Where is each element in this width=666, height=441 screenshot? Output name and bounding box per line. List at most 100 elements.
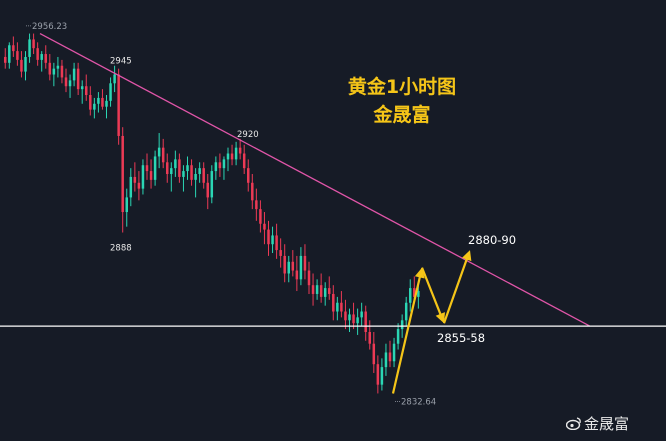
candle-body [129, 176, 133, 198]
weibo-icon [566, 417, 581, 430]
candle-body [28, 39, 31, 57]
candle-body [93, 103, 96, 110]
candle-body [226, 153, 230, 160]
candle-body [76, 68, 80, 90]
candle-body [218, 162, 222, 169]
candle-body [161, 147, 165, 163]
candle-body [16, 51, 19, 60]
price-label: 2832.64 [401, 397, 436, 407]
candle-body [202, 168, 205, 183]
projection-segment [442, 256, 469, 324]
watermark: 金晟富 [584, 415, 630, 433]
candle-body [121, 135, 124, 213]
chart-subtitle: 金晟富 [373, 104, 431, 126]
candle-body [222, 159, 226, 169]
candle-body [340, 302, 343, 312]
candle-body [263, 223, 266, 230]
candle-body [198, 168, 201, 174]
candle-body [400, 320, 404, 330]
candle-body [376, 364, 380, 385]
candle-body [275, 235, 278, 251]
candle-body [368, 332, 371, 344]
candle-body [52, 68, 56, 75]
candle-body [101, 97, 104, 107]
candle-body [287, 261, 290, 274]
price-label: 2855-58 [437, 331, 485, 345]
candle-body [40, 54, 43, 60]
candle-body [303, 255, 307, 271]
candle-body [291, 261, 295, 271]
candle-body [336, 302, 339, 312]
candle-body [271, 235, 274, 245]
candle-body [323, 288, 327, 297]
candle-body [85, 86, 88, 95]
price-label: 2920 [237, 130, 259, 140]
candle-body [80, 86, 84, 90]
candle-body [279, 250, 282, 256]
candle-body [210, 171, 214, 198]
candle-body [299, 255, 303, 280]
candle-body [20, 59, 23, 72]
candle-body [32, 39, 35, 49]
candle-body [372, 343, 376, 365]
projection-arrowhead [435, 312, 445, 324]
candle-body [145, 165, 149, 172]
candle-body [170, 168, 173, 174]
projection-segment [420, 267, 443, 318]
candle-body [24, 56, 27, 72]
candle-body [190, 165, 193, 180]
candle-body [360, 311, 363, 318]
candle-body [315, 285, 319, 294]
candle-body [307, 270, 311, 286]
candle-body [12, 45, 15, 52]
candle-body [153, 156, 157, 180]
candle-body [409, 288, 412, 303]
candle-body [283, 255, 286, 274]
candle-body [8, 45, 11, 63]
candle-body [4, 56, 7, 63]
candle-body [352, 314, 355, 324]
candle-body [157, 147, 161, 157]
price-label: 2956.23 [32, 22, 67, 32]
candle-body [178, 159, 181, 177]
candle-body [60, 65, 64, 78]
price-label: 2945 [110, 57, 132, 67]
projection-arrowhead [461, 250, 472, 262]
candle-body [206, 182, 209, 198]
candle-body [344, 311, 347, 321]
candle-body [295, 270, 299, 280]
candle-body [48, 62, 52, 75]
candle-body [186, 165, 189, 172]
candle-body [149, 171, 153, 180]
candle-body [133, 176, 137, 183]
candle-body [328, 288, 331, 294]
price-label: 2880-90 [468, 233, 516, 247]
candle-body [242, 153, 246, 169]
candle-body [255, 200, 258, 210]
candle-body [56, 65, 60, 69]
candle-body [174, 159, 177, 169]
candle-body [109, 83, 112, 101]
candle-body [214, 162, 218, 172]
candle-body [182, 171, 185, 177]
candle-body [311, 285, 315, 294]
candle-body [68, 80, 72, 87]
price-labels: 2956.23 2945 2920 2888 2832.64 2880-90 2855-58 [26, 22, 516, 407]
candle-body [194, 174, 197, 180]
candle-body [267, 229, 270, 245]
candle-body [251, 182, 254, 201]
candle-body [234, 147, 238, 160]
candle-body [105, 100, 108, 107]
projection-segment [391, 274, 422, 394]
candle-body [247, 168, 250, 183]
candle-body [388, 352, 392, 362]
candle-body [404, 302, 408, 321]
candle-body [238, 147, 242, 154]
candles-group [4, 33, 420, 394]
candle-body [166, 162, 169, 174]
candle-body [364, 311, 367, 332]
candle-body [380, 367, 384, 385]
candle-body [44, 54, 47, 63]
